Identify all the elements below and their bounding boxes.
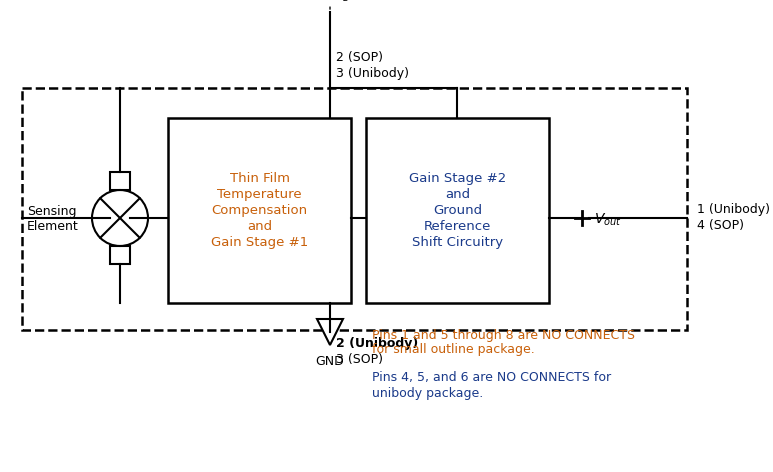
Text: 3 (SOP): 3 (SOP) xyxy=(336,354,383,366)
Text: 1 (Unibody): 1 (Unibody) xyxy=(697,202,770,216)
Text: 2 (Unibody): 2 (Unibody) xyxy=(336,337,418,351)
Text: Pins 4, 5, and 6 are NO CONNECTS for: Pins 4, 5, and 6 are NO CONNECTS for xyxy=(372,371,611,385)
Text: 4 (SOP): 4 (SOP) xyxy=(697,219,744,233)
Text: Compensation: Compensation xyxy=(212,204,308,217)
Text: Ground: Ground xyxy=(433,204,482,217)
Text: 2 (SOP): 2 (SOP) xyxy=(336,51,383,65)
Text: Thin Film: Thin Film xyxy=(230,172,290,185)
Text: Gain Stage #1: Gain Stage #1 xyxy=(211,236,308,249)
Text: $V_{out}$: $V_{out}$ xyxy=(594,212,621,228)
Bar xyxy=(366,118,549,303)
Text: unibody package.: unibody package. xyxy=(372,387,483,399)
Text: Sensing: Sensing xyxy=(27,204,77,218)
Text: Element: Element xyxy=(27,220,79,234)
Bar xyxy=(168,118,351,303)
Text: $V_S$: $V_S$ xyxy=(333,0,350,4)
Text: and: and xyxy=(247,220,272,233)
Polygon shape xyxy=(317,319,343,345)
Text: GND: GND xyxy=(315,355,345,368)
Bar xyxy=(110,246,130,264)
Text: Reference: Reference xyxy=(424,220,491,233)
Text: 3 (Unibody): 3 (Unibody) xyxy=(336,67,409,79)
Text: and: and xyxy=(445,188,470,201)
Text: Pins 1 and 5 through 8 are NO CONNECTS: Pins 1 and 5 through 8 are NO CONNECTS xyxy=(372,329,635,342)
Text: Temperature: Temperature xyxy=(217,188,301,201)
Text: Gain Stage #2: Gain Stage #2 xyxy=(409,172,506,185)
Bar xyxy=(22,88,687,330)
Text: for small outline package.: for small outline package. xyxy=(372,344,535,356)
Text: Shift Circuitry: Shift Circuitry xyxy=(412,236,503,249)
Bar xyxy=(110,172,130,190)
